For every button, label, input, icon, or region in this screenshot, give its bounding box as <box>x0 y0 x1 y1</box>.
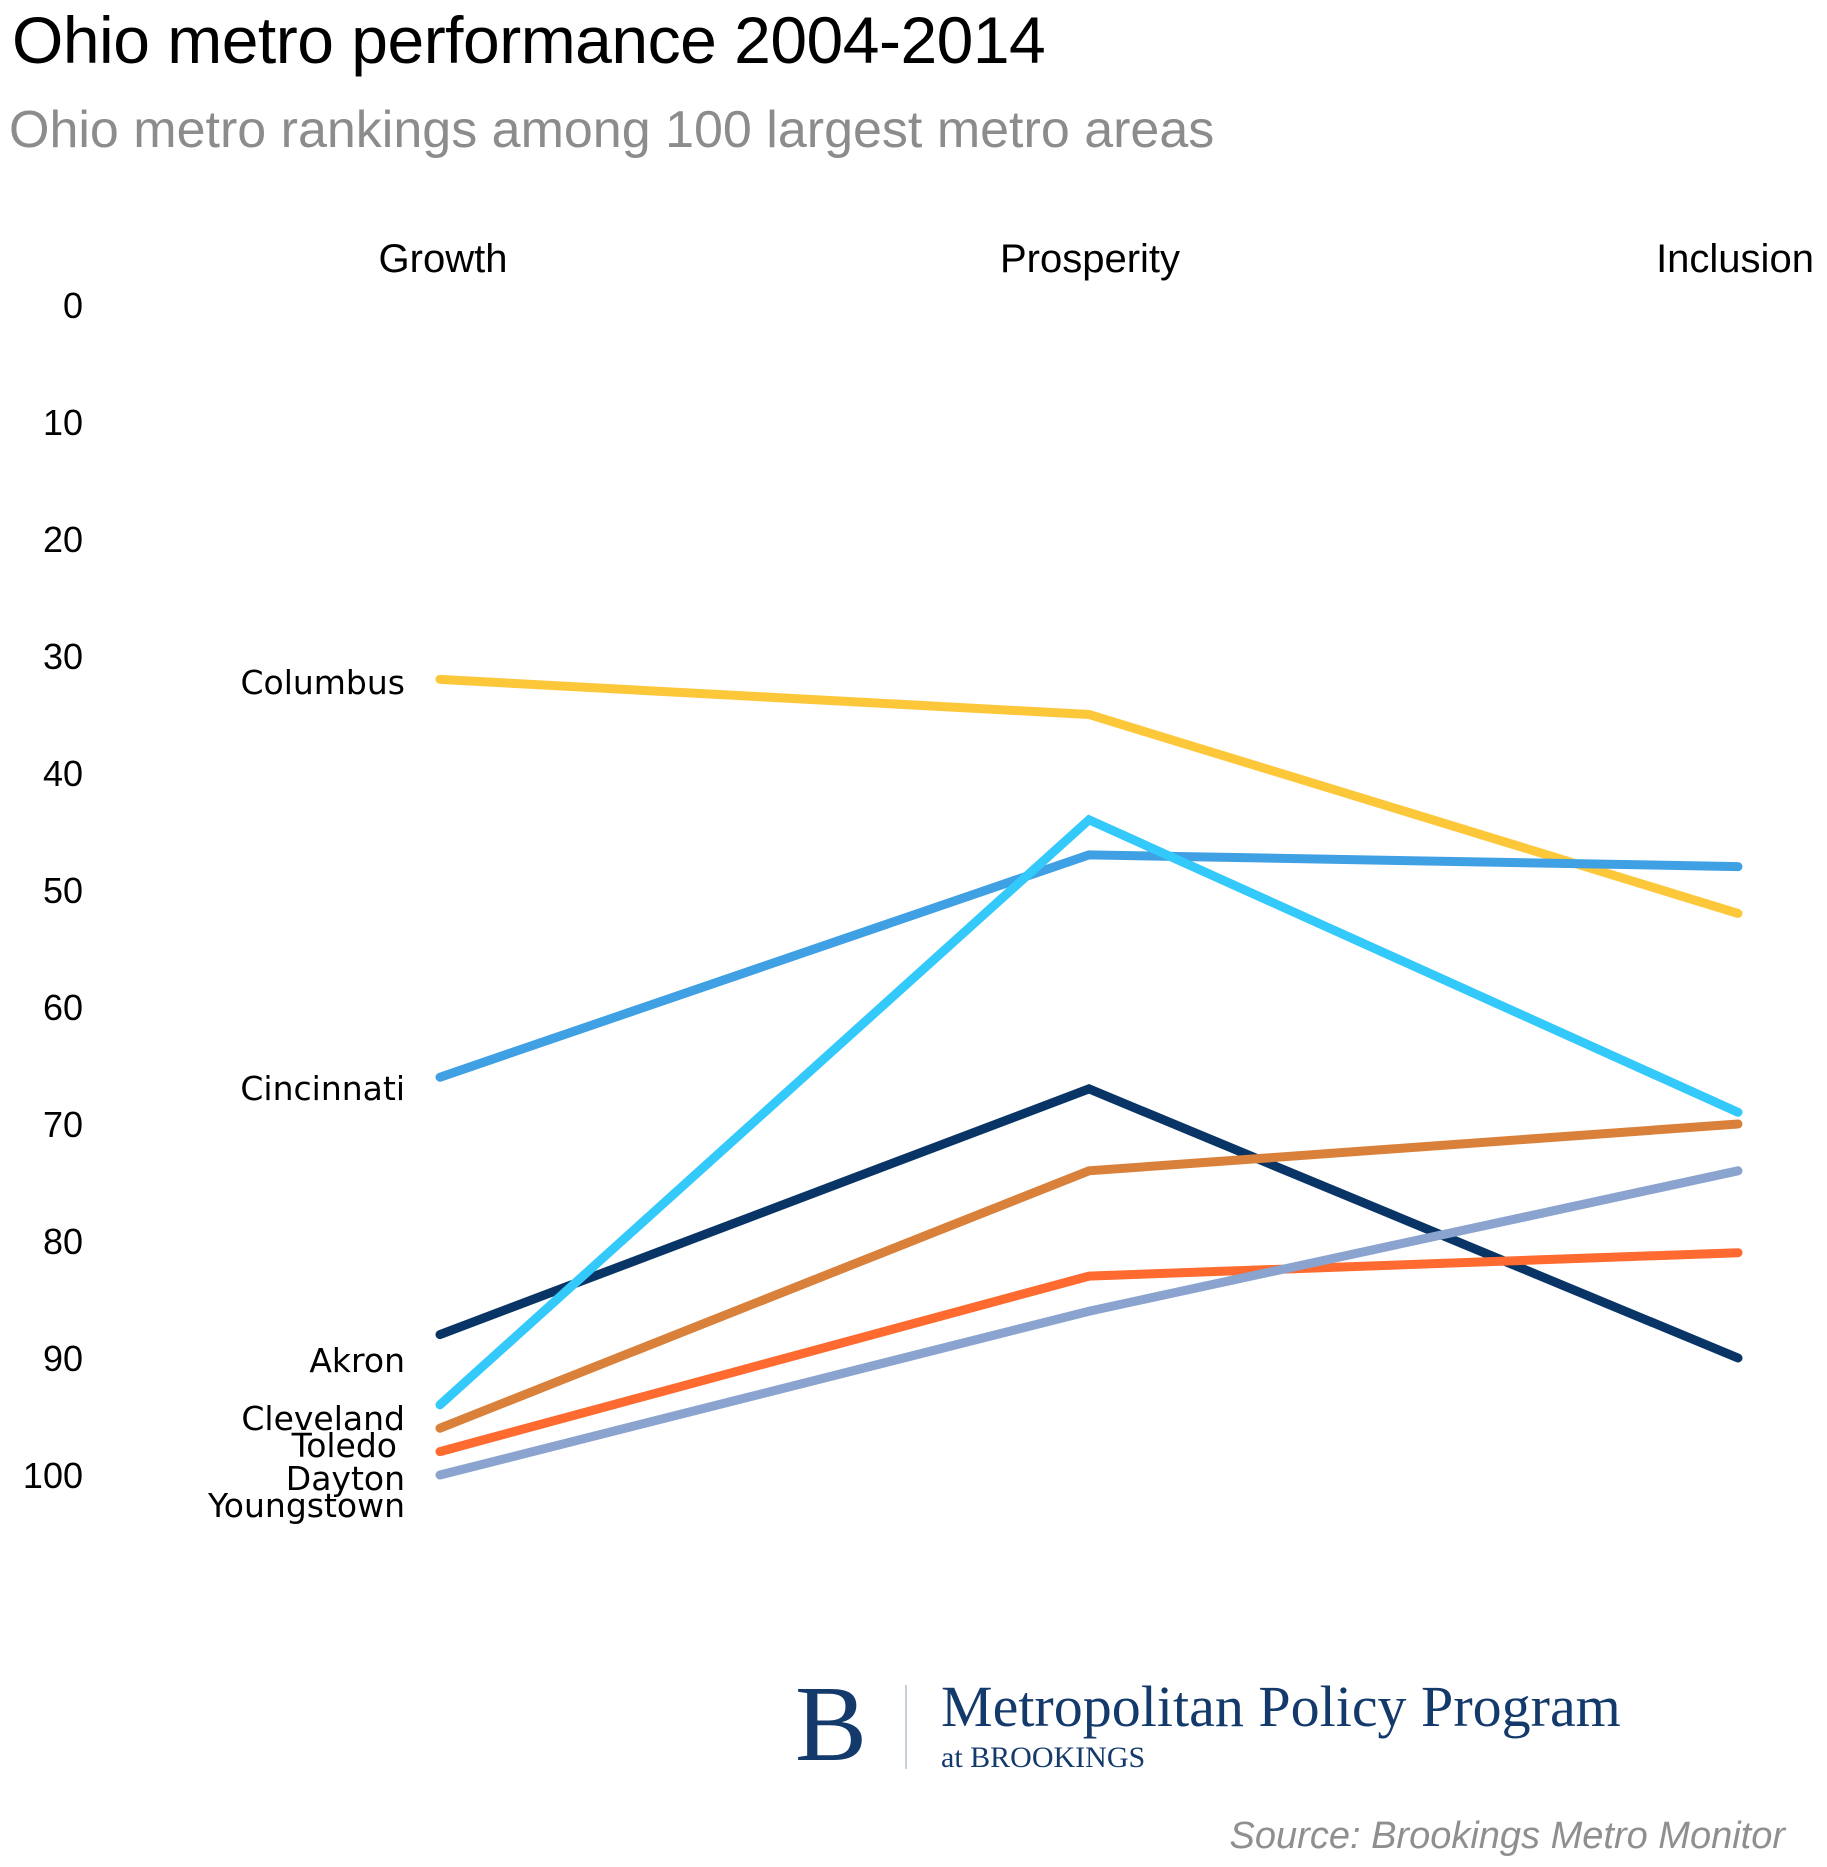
series-label-cleveland: Cleveland <box>241 1399 405 1438</box>
series-line-columbus <box>435 674 1743 918</box>
brookings-logo: B Metropolitan Policy Program at BROOKIN… <box>795 1665 1745 1785</box>
series-label-akron: Akron <box>309 1341 405 1380</box>
y-tick-label: 60 <box>43 987 83 1028</box>
logo-institution: at BROOKINGS <box>941 1741 1146 1774</box>
series-line-youngstown <box>435 1166 1743 1480</box>
series-line-cincinnati <box>435 850 1743 1082</box>
axis-header-prosperity: Prosperity <box>1000 237 1180 281</box>
y-tick-label: 50 <box>43 870 83 911</box>
logo-program-name: Metropolitan Policy Program <box>941 1674 1621 1739</box>
axis-header-inclusion: Inclusion <box>1656 237 1814 281</box>
series-label-youngstown: Youngstown <box>207 1486 405 1525</box>
series-labels: Columbus Cincinnati Akron ClevelandToledoDa… <box>207 663 405 1525</box>
y-tick-label: 10 <box>43 402 83 443</box>
axis-header-growth: Growth <box>379 237 508 281</box>
chart-subtitle: Ohio metro rankings among 100 largest me… <box>9 101 1215 159</box>
y-tick-label: 90 <box>43 1338 83 1379</box>
series-label-toledo: Toledo <box>291 1426 397 1465</box>
y-tick-label: 40 <box>43 753 83 794</box>
brookings-b-logo-icon: B <box>795 1665 868 1784</box>
source-note: Source: Brookings Metro Monitor <box>1229 1815 1785 1857</box>
chart-title: Ohio metro performance 2004-2014 <box>12 3 1046 77</box>
series-line-dayton <box>435 1248 1743 1457</box>
y-tick-label: 0 <box>63 285 83 326</box>
series-line-akron <box>435 1084 1743 1363</box>
y-tick-label: 30 <box>43 636 83 677</box>
y-tick-label: 70 <box>43 1104 83 1145</box>
y-tick-label: 100 <box>23 1455 83 1496</box>
logo-divider <box>905 1685 907 1769</box>
y-tick-label: 20 <box>43 519 83 560</box>
y-axis-ticks: 0 10 20 30 40 50 60 70 80 90 100 <box>23 285 83 1496</box>
axis-headers: Growth Prosperity Inclusion <box>379 237 1814 281</box>
series-line-cleveland <box>435 814 1743 1410</box>
series-label-cincinnati: Cincinnati <box>240 1069 405 1108</box>
series-label-dayton: Dayton <box>286 1459 405 1498</box>
series-label-columbus: Columbus <box>240 663 405 702</box>
series-lines <box>435 674 1743 1480</box>
series-line-toledo <box>435 1119 1743 1433</box>
y-tick-label: 80 <box>43 1221 83 1262</box>
